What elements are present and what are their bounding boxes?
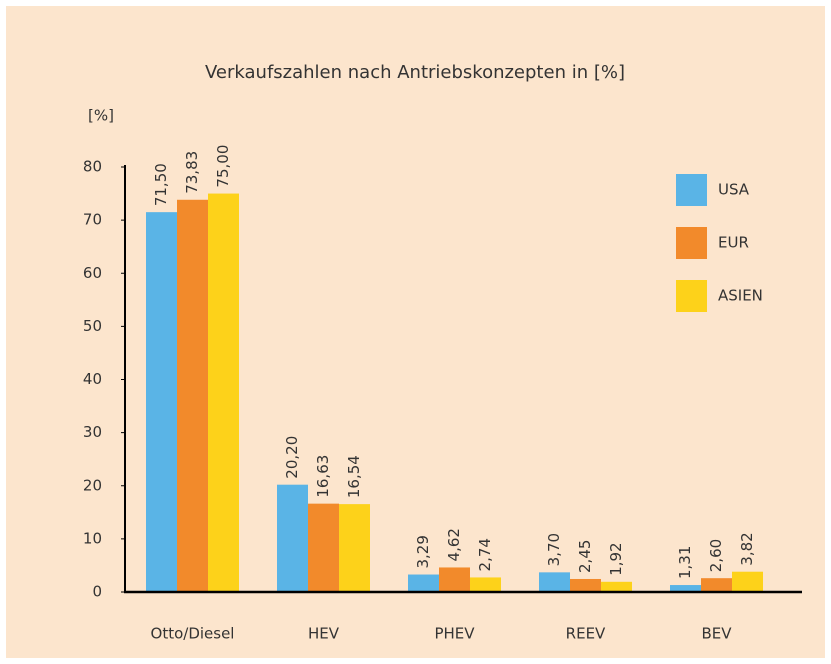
y-tick-label: 30 — [83, 423, 102, 441]
value-label: 2,45 — [576, 540, 594, 573]
y-tick-label: 80 — [83, 158, 102, 176]
x-tick-label: BEV — [701, 625, 732, 643]
x-tick-label: HEV — [308, 625, 340, 643]
bar — [470, 577, 501, 592]
value-label: 2,74 — [476, 538, 494, 571]
bar — [208, 193, 239, 592]
chart-title: Verkaufszahlen nach Antriebskonzepten in… — [205, 62, 625, 83]
y-tick-label: 60 — [83, 264, 102, 282]
y-tick-label: 70 — [83, 211, 102, 229]
bar — [339, 504, 370, 592]
value-label: 16,54 — [345, 455, 363, 498]
bar — [570, 578, 601, 592]
y-axis-label: [%] — [88, 107, 114, 125]
background — [6, 6, 825, 658]
y-tick-label: 0 — [92, 583, 102, 601]
value-label: 2,60 — [707, 539, 725, 572]
value-label: 3,82 — [738, 532, 756, 565]
value-label: 1,31 — [676, 546, 694, 579]
y-tick-label: 10 — [83, 529, 102, 547]
y-tick-label: 40 — [83, 370, 102, 388]
x-tick-label: REEV — [566, 625, 606, 643]
legend-swatch — [676, 174, 707, 206]
bar — [439, 567, 470, 592]
bar — [146, 212, 177, 592]
bar — [308, 503, 339, 592]
bar — [701, 578, 732, 592]
value-label: 75,00 — [214, 145, 232, 188]
value-label: 71,50 — [152, 163, 170, 206]
value-label: 1,92 — [607, 542, 625, 575]
bar — [408, 574, 439, 592]
bar — [539, 572, 570, 592]
value-label: 3,29 — [414, 535, 432, 568]
value-label: 4,62 — [445, 528, 463, 561]
legend-label: ASIEN — [718, 287, 763, 305]
bar — [670, 585, 701, 592]
legend-swatch — [676, 227, 707, 259]
bar — [177, 199, 208, 592]
value-label: 16,63 — [314, 455, 332, 498]
bar — [277, 484, 308, 592]
value-label: 3,70 — [545, 533, 563, 566]
bar — [601, 581, 632, 592]
y-tick-label: 20 — [83, 476, 102, 494]
bar — [732, 571, 763, 592]
legend-label: EUR — [718, 234, 749, 252]
y-tick-label: 50 — [83, 317, 102, 335]
x-tick-label: Otto/Diesel — [151, 625, 235, 643]
value-label: 73,83 — [183, 151, 201, 194]
legend-swatch — [676, 280, 707, 312]
legend-label: USA — [718, 181, 750, 199]
value-label: 20,20 — [283, 436, 301, 479]
x-tick-label: PHEV — [434, 625, 475, 643]
